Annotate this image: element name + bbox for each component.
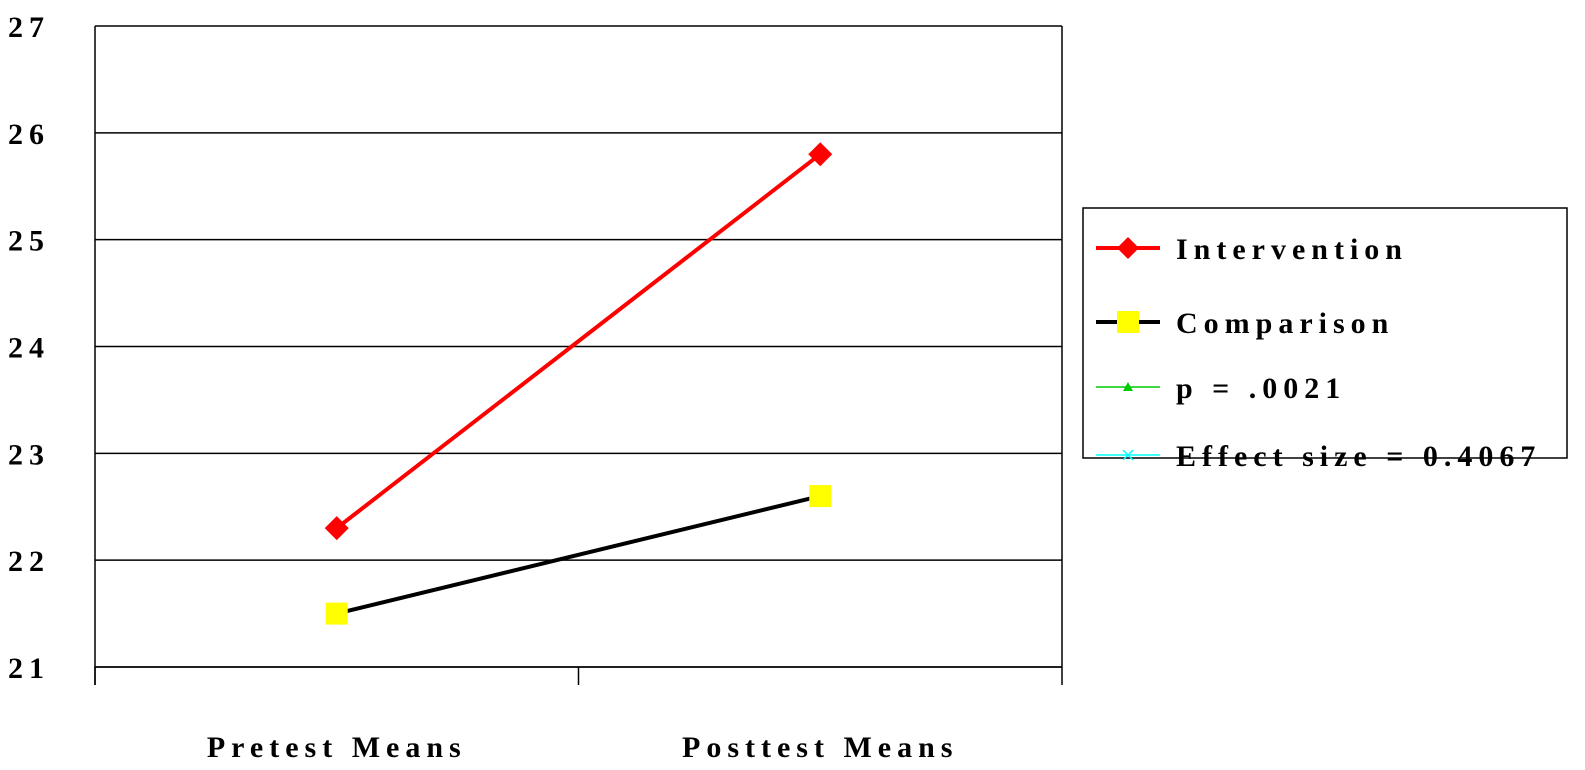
y-tick-label: 25: [8, 225, 50, 258]
data-point: [808, 142, 833, 167]
legend-item: Intervention: [1096, 233, 1408, 266]
legend-label: p = .0021: [1176, 372, 1346, 405]
x-category-label: Posttest Means: [682, 731, 958, 764]
gridlines: [95, 25, 1062, 668]
legend-label: Intervention: [1176, 233, 1408, 266]
legend-label: Effect size = 0.4067: [1176, 440, 1541, 473]
legend-box: [1082, 207, 1568, 459]
y-tick-label: 27: [8, 11, 50, 44]
y-tick-label: 22: [8, 545, 50, 578]
legend-item: Effect size = 0.4067: [1096, 440, 1541, 473]
data-point: [324, 516, 349, 541]
series: [324, 142, 833, 625]
data-point: [809, 485, 832, 508]
series-line: [335, 152, 822, 530]
legend-item: Comparison: [1096, 307, 1394, 340]
y-tick-label: 21: [8, 652, 50, 685]
y-tick-label: 24: [8, 332, 50, 365]
axes: [94, 26, 1063, 685]
legend: Intervention Comparison p = .0021 Effect si…: [1082, 207, 1568, 473]
legend-marker: [1117, 311, 1139, 333]
y-tick-labels: 21 22 23 24 25 26 27: [8, 11, 50, 685]
legend-item: p = .0021: [1096, 372, 1346, 405]
data-point: [325, 602, 348, 625]
legend-marker: [1122, 449, 1134, 461]
legend-label: Comparison: [1176, 307, 1394, 340]
x-category-labels: Pretest Means Posttest Means: [207, 731, 958, 764]
series-line: [336, 494, 821, 616]
y-tick-label: 23: [8, 438, 50, 471]
x-category-label: Pretest Means: [207, 731, 467, 764]
y-tick-label: 26: [8, 118, 50, 151]
legend-marker: [1117, 237, 1139, 259]
legend-marker: [1123, 382, 1133, 391]
